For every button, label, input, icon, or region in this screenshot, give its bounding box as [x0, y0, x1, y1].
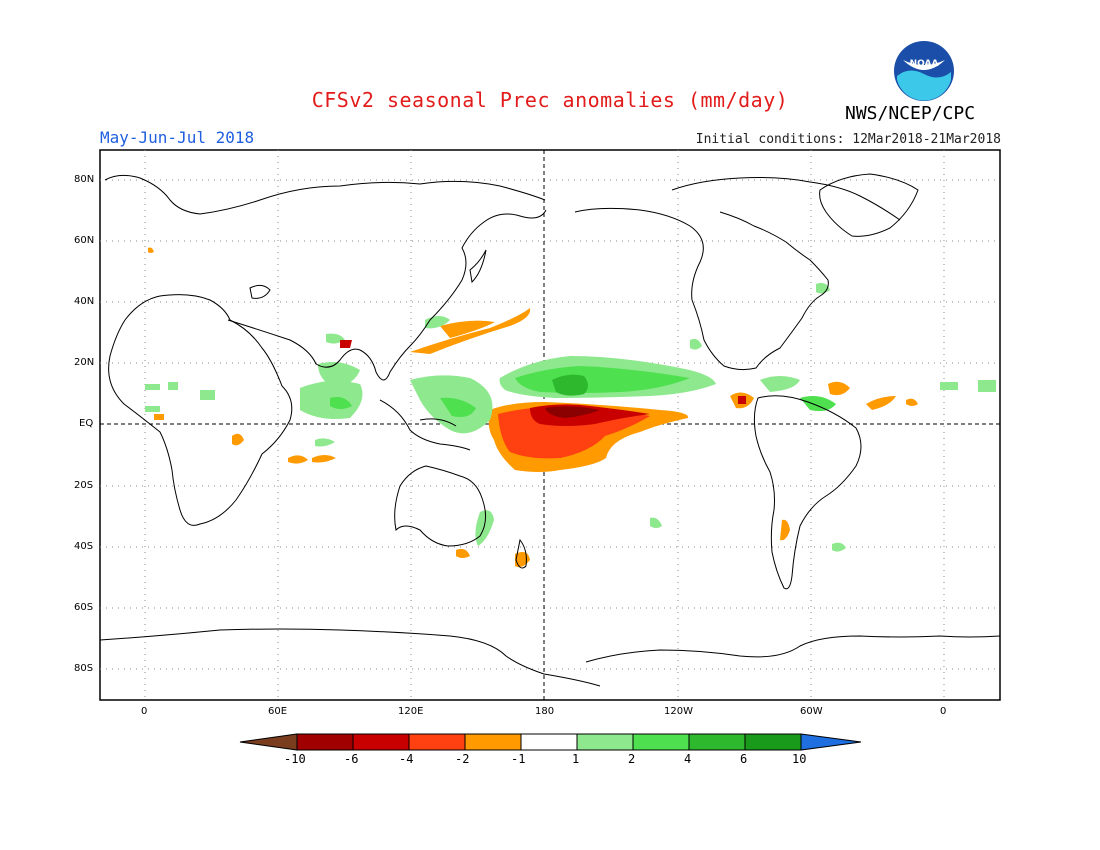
colorbar-arrow-left	[239, 733, 298, 751]
lon-label: 0	[141, 706, 148, 717]
lon-label: 120W	[664, 706, 693, 717]
svg-text:NOAA: NOAA	[910, 59, 939, 69]
colorbar-swatch	[352, 733, 410, 751]
noaa-logo-icon: NOAA	[894, 41, 954, 101]
lat-label: 60N	[74, 235, 95, 246]
colorbar-label: 2	[628, 752, 636, 766]
grid-lines	[100, 150, 1000, 700]
colorbar	[239, 733, 862, 751]
lon-label: 60W	[800, 706, 823, 717]
colorbar-swatch	[632, 733, 690, 751]
lon-label: 0	[940, 706, 947, 717]
lat-label: 40S	[74, 541, 94, 552]
initial-conditions-label: Initial conditions: 12Mar2018-21Mar2018	[695, 132, 1001, 147]
lat-label: 40N	[74, 296, 95, 307]
agency-label: NWS/NCEP/CPC	[845, 103, 976, 124]
colorbar-swatch	[688, 733, 746, 751]
colorbar-label: -4	[399, 752, 414, 766]
colorbar-label: -10	[284, 752, 306, 766]
anomaly-shading	[145, 247, 996, 568]
colorbar-label: -6	[344, 752, 359, 766]
colorbar-swatch	[296, 733, 354, 751]
colorbar-arrow-right	[800, 733, 862, 751]
lat-label: 80N	[74, 174, 95, 185]
colorbar-label: 1	[572, 752, 580, 766]
colorbar-label: 4	[684, 752, 692, 766]
lat-label: EQ	[79, 418, 94, 429]
lon-label: 120E	[398, 706, 424, 717]
lat-label: 60S	[74, 602, 94, 613]
lat-label: 20N	[74, 357, 95, 368]
lon-label: 60E	[268, 706, 288, 717]
colorbar-swatch	[408, 733, 466, 751]
chart-title: CFSv2 seasonal Prec anomalies (mm/day)	[311, 88, 789, 112]
colorbar-label: 10	[792, 752, 807, 766]
lat-label: 80S	[74, 663, 94, 674]
season-label: May-Jun-Jul 2018	[100, 128, 255, 147]
colorbar-swatch	[520, 733, 578, 751]
colorbar-swatch	[576, 733, 634, 751]
colorbar-swatch	[464, 733, 522, 751]
colorbar-label: -1	[511, 752, 526, 766]
coastlines	[99, 173, 1001, 687]
lon-label: 180	[535, 706, 555, 717]
colorbar-label: -2	[455, 752, 470, 766]
lat-label: 20S	[74, 480, 94, 491]
colorbar-swatch	[744, 733, 802, 751]
colorbar-label: 6	[740, 752, 748, 766]
